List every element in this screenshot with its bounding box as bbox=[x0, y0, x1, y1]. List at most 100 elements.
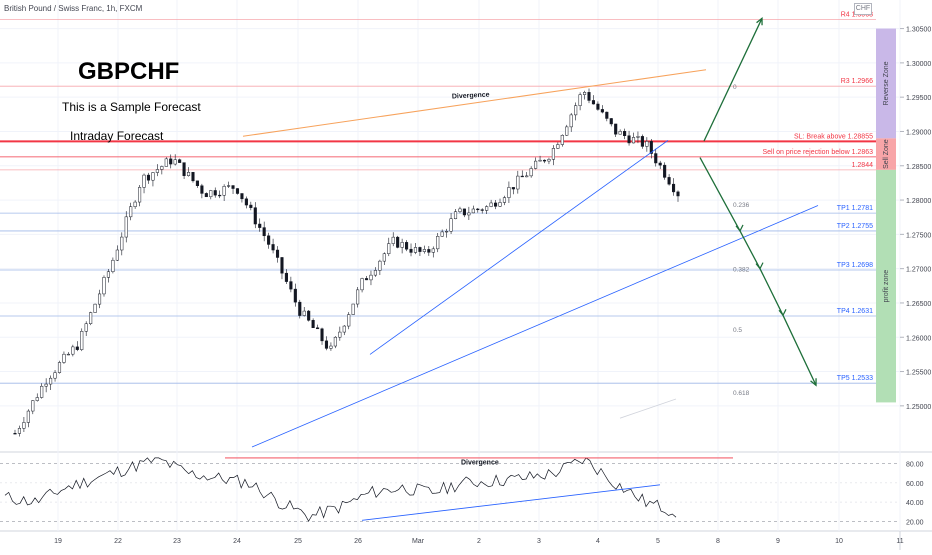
candle-body[interactable] bbox=[569, 114, 573, 128]
candle-body[interactable] bbox=[485, 206, 489, 211]
candle-body[interactable] bbox=[542, 159, 547, 162]
candle-body[interactable] bbox=[427, 249, 431, 253]
candle-body[interactable] bbox=[618, 131, 622, 135]
candle-body[interactable] bbox=[631, 137, 636, 144]
candle-body[interactable] bbox=[280, 257, 284, 274]
candle-body[interactable] bbox=[672, 183, 676, 193]
candle-body[interactable] bbox=[275, 249, 280, 258]
candle-body[interactable] bbox=[75, 346, 79, 350]
candle-body[interactable] bbox=[391, 236, 395, 244]
candle-body[interactable] bbox=[97, 293, 102, 305]
candle-body[interactable] bbox=[53, 372, 57, 379]
candle-body[interactable] bbox=[267, 235, 271, 245]
candle-body[interactable] bbox=[200, 185, 204, 194]
candle-body[interactable] bbox=[667, 177, 671, 185]
candle-body[interactable] bbox=[373, 270, 377, 276]
candle-body[interactable] bbox=[106, 271, 110, 278]
candle-body[interactable] bbox=[445, 231, 449, 233]
candle-body[interactable] bbox=[195, 180, 199, 186]
uptrend-line-short[interactable] bbox=[369, 140, 669, 355]
candle-body[interactable] bbox=[289, 281, 293, 290]
candle-body[interactable] bbox=[146, 174, 151, 181]
candle-body[interactable] bbox=[302, 310, 306, 316]
candle-body[interactable] bbox=[57, 362, 62, 373]
candle-body[interactable] bbox=[636, 136, 640, 138]
candle-body[interactable] bbox=[26, 410, 30, 423]
candle-body[interactable] bbox=[124, 216, 128, 238]
candle-body[interactable] bbox=[378, 260, 382, 271]
candle-body[interactable] bbox=[22, 422, 26, 429]
candle-body[interactable] bbox=[538, 159, 542, 162]
candle-body[interactable] bbox=[80, 331, 84, 350]
candle-body[interactable] bbox=[640, 136, 644, 147]
candle-body[interactable] bbox=[93, 303, 97, 313]
candle-body[interactable] bbox=[204, 193, 208, 198]
candle-body[interactable] bbox=[436, 235, 440, 250]
candle-body[interactable] bbox=[258, 223, 262, 228]
candle-body[interactable] bbox=[44, 383, 48, 387]
candle-body[interactable] bbox=[458, 208, 462, 212]
candle-body[interactable] bbox=[507, 187, 511, 198]
candle-body[interactable] bbox=[467, 212, 471, 216]
candle-body[interactable] bbox=[173, 159, 177, 165]
candle-body[interactable] bbox=[329, 345, 333, 349]
candle-body[interactable] bbox=[413, 247, 418, 253]
candle-body[interactable] bbox=[89, 312, 93, 324]
candle-body[interactable] bbox=[298, 301, 302, 316]
symbol-header[interactable]: British Pound / Swiss Franc, 1h, FXCM bbox=[4, 4, 143, 13]
candle-body[interactable] bbox=[498, 202, 502, 207]
candle-body[interactable] bbox=[476, 208, 480, 211]
candle-body[interactable] bbox=[627, 135, 631, 144]
candle-body[interactable] bbox=[431, 248, 435, 253]
candle-body[interactable] bbox=[591, 100, 596, 105]
candle-body[interactable] bbox=[102, 277, 106, 295]
candle-body[interactable] bbox=[511, 187, 515, 190]
candle-body[interactable] bbox=[396, 236, 400, 248]
candle-body[interactable] bbox=[155, 169, 159, 173]
candle-body[interactable] bbox=[605, 111, 609, 119]
candle-body[interactable] bbox=[525, 175, 529, 178]
candle-body[interactable] bbox=[534, 160, 538, 169]
rsi-pane[interactable]: Divergence bbox=[0, 457, 900, 522]
candle-body[interactable] bbox=[356, 289, 360, 305]
candle-body[interactable] bbox=[222, 186, 226, 196]
candle-body[interactable] bbox=[138, 187, 142, 203]
candle-body[interactable] bbox=[574, 105, 578, 116]
candle-body[interactable] bbox=[547, 159, 551, 162]
candle-body[interactable] bbox=[342, 325, 346, 333]
candle-body[interactable] bbox=[654, 153, 658, 164]
candle-body[interactable] bbox=[529, 168, 533, 177]
candle-body[interactable] bbox=[35, 397, 39, 401]
candle-body[interactable] bbox=[133, 201, 137, 207]
candle-body[interactable] bbox=[387, 243, 391, 254]
candle-body[interactable] bbox=[333, 336, 337, 347]
candle-body[interactable] bbox=[360, 278, 364, 291]
candle-body[interactable] bbox=[578, 94, 582, 106]
candle-body[interactable] bbox=[31, 400, 35, 412]
candle-body[interactable] bbox=[462, 208, 466, 216]
candle-body[interactable] bbox=[596, 103, 600, 110]
candle-body[interactable] bbox=[587, 92, 591, 101]
candle-body[interactable] bbox=[244, 198, 248, 206]
candle-body[interactable] bbox=[249, 204, 253, 208]
candle-body[interactable] bbox=[609, 118, 613, 125]
candle-body[interactable] bbox=[480, 209, 484, 211]
candle-body[interactable] bbox=[556, 144, 560, 149]
candle-body[interactable] bbox=[213, 190, 217, 196]
candle-body[interactable] bbox=[623, 131, 627, 136]
candle-body[interactable] bbox=[649, 141, 653, 154]
candle-body[interactable] bbox=[49, 377, 53, 385]
candle-body[interactable] bbox=[262, 227, 266, 237]
candle-body[interactable] bbox=[209, 190, 213, 198]
candle-body[interactable] bbox=[551, 148, 555, 160]
candle-body[interactable] bbox=[169, 158, 173, 165]
divergence-line-price[interactable] bbox=[242, 69, 707, 137]
candle-body[interactable] bbox=[560, 134, 564, 145]
candle-body[interactable] bbox=[191, 172, 195, 182]
candle-body[interactable] bbox=[218, 194, 222, 197]
rsi-line[interactable] bbox=[4, 457, 677, 522]
candle-body[interactable] bbox=[160, 166, 164, 170]
candle-body[interactable] bbox=[311, 320, 315, 328]
